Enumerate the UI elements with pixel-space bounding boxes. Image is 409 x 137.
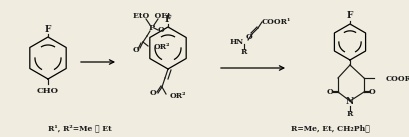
Text: O: O [149, 89, 156, 97]
Text: F: F [346, 12, 352, 21]
Text: HN: HN [229, 38, 243, 46]
Text: COOR¹: COOR¹ [261, 18, 291, 26]
Text: O: O [157, 26, 164, 34]
Text: COOR¹: COOR¹ [385, 75, 409, 83]
Text: P: P [148, 24, 155, 32]
Text: OR²: OR² [154, 43, 170, 51]
Text: R¹, R²=Me 或 Et: R¹, R²=Me 或 Et [48, 124, 112, 132]
Text: O: O [245, 33, 252, 41]
Text: CHO: CHO [37, 87, 59, 95]
Text: R=Me, Et, CH₂Ph等: R=Me, Et, CH₂Ph等 [290, 124, 369, 132]
Text: O: O [326, 88, 333, 96]
Text: N: N [345, 98, 353, 106]
Text: R: R [240, 48, 247, 56]
Text: F: F [164, 15, 171, 24]
Text: R: R [346, 110, 352, 118]
Text: F: F [45, 25, 51, 34]
Text: OR²: OR² [170, 92, 186, 100]
Text: EtO  OEt: EtO OEt [133, 12, 171, 20]
Text: O: O [368, 88, 375, 96]
Text: O: O [132, 46, 139, 54]
